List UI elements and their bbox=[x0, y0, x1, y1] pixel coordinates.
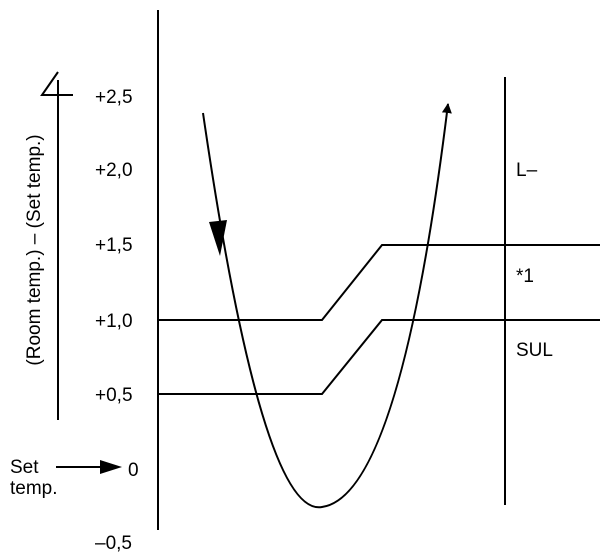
temperature-curve bbox=[202, 103, 452, 509]
tick-label-2-5: +2,5 bbox=[95, 87, 133, 108]
set-temp-label-line2: temp. bbox=[10, 478, 58, 499]
tick-label-1-5: +1,5 bbox=[95, 235, 133, 256]
zone-label-upper: L– bbox=[516, 160, 538, 181]
tick-label-minus-0-5: –0,5 bbox=[95, 533, 132, 552]
axis-label-arrow-head bbox=[40, 71, 73, 96]
tick-label-0-5: +0,5 bbox=[95, 385, 133, 406]
tick-label-zero: 0 bbox=[128, 460, 139, 481]
set-temp-label-line1: Set bbox=[10, 457, 39, 478]
tick-label-2-0: +2,0 bbox=[95, 160, 133, 181]
lower-threshold-line bbox=[158, 319, 600, 395]
zone-label-lower: SUL bbox=[516, 340, 553, 361]
tick-label-1-0: +1,0 bbox=[95, 311, 133, 332]
set-temp-arrow-head bbox=[100, 460, 122, 474]
axis-vertical-label: (Room temp.) – (Set temp.) bbox=[24, 134, 45, 365]
descending-arrow-head bbox=[209, 220, 227, 256]
zone-label-middle: *1 bbox=[516, 266, 534, 287]
upper-threshold-line bbox=[158, 244, 600, 321]
